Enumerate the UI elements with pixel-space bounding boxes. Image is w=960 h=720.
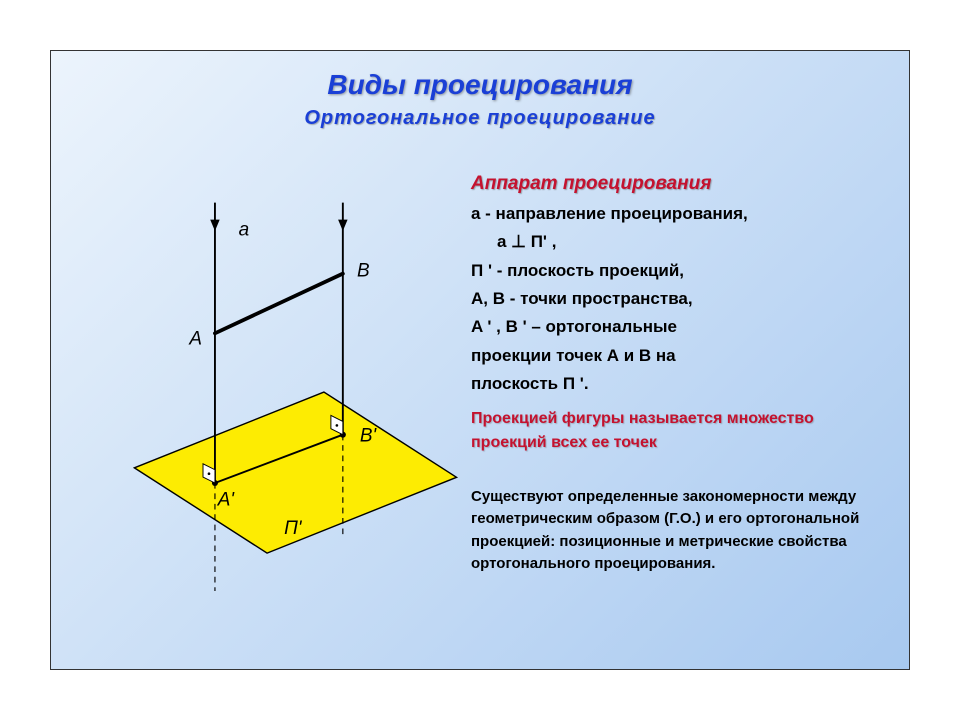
- def-line-7: плоскость П '.: [471, 371, 891, 397]
- svg-text:П': П': [284, 518, 303, 539]
- body-paragraph: Существуют определенные закономерности м…: [471, 486, 891, 576]
- svg-text:B': B': [360, 425, 378, 446]
- svg-text:B: B: [357, 260, 370, 281]
- def-line-2: a ⊥ П' ,: [471, 229, 891, 255]
- def-line-1: a - направление проецирования,: [471, 201, 891, 227]
- section-heading: Аппарат проецирования: [471, 173, 891, 195]
- definition-highlight: Проекцией фигуры называется множество пр…: [471, 407, 891, 453]
- slide-subtitle: Ортогональное проецирование: [51, 107, 909, 130]
- svg-text:A': A': [217, 490, 236, 511]
- def-line-4: А, В - точки пространства,: [471, 286, 891, 312]
- def-line-3: П ' - плоскость проекций,: [471, 258, 891, 284]
- def-line-6: проекции точек А и В на: [471, 343, 891, 369]
- def-line-5: A ' , B ' – ортогональные: [471, 314, 891, 340]
- svg-text:a: a: [239, 220, 250, 241]
- svg-text:A: A: [188, 329, 202, 350]
- slide-container: Виды проецирования Ортогональное проецир…: [50, 50, 910, 670]
- slide-title: Виды проецирования: [51, 69, 909, 101]
- text-column: Аппарат проецирования a - направление пр…: [471, 159, 891, 576]
- projection-diagram: a A B A' B' П': [106, 191, 466, 631]
